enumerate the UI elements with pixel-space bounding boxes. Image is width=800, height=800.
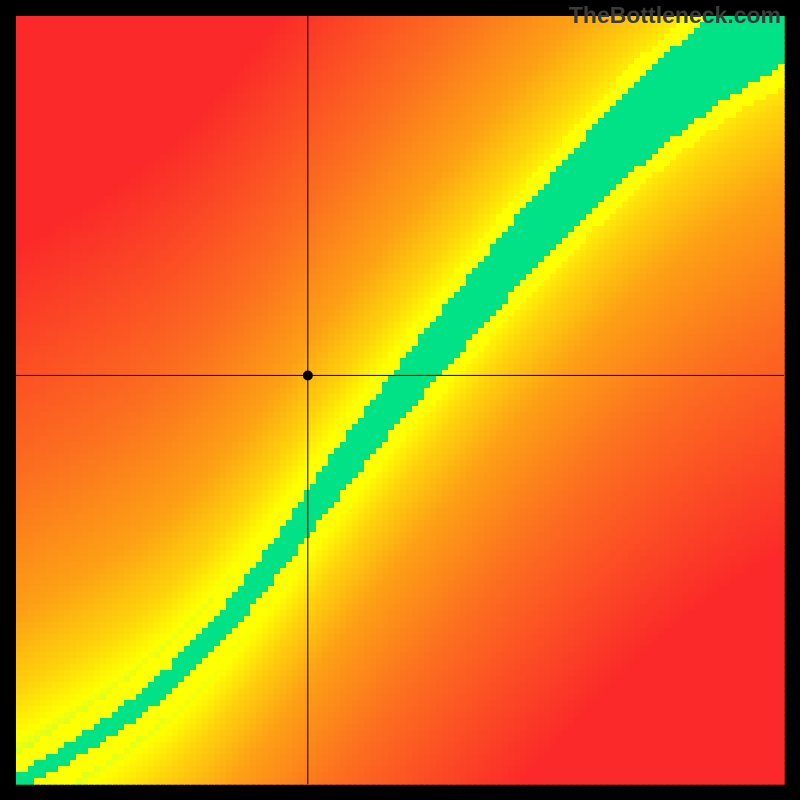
watermark-text: TheBottleneck.com — [569, 2, 781, 29]
chart-container: TheBottleneck.com — [0, 0, 800, 800]
bottleneck-heatmap — [0, 0, 800, 800]
